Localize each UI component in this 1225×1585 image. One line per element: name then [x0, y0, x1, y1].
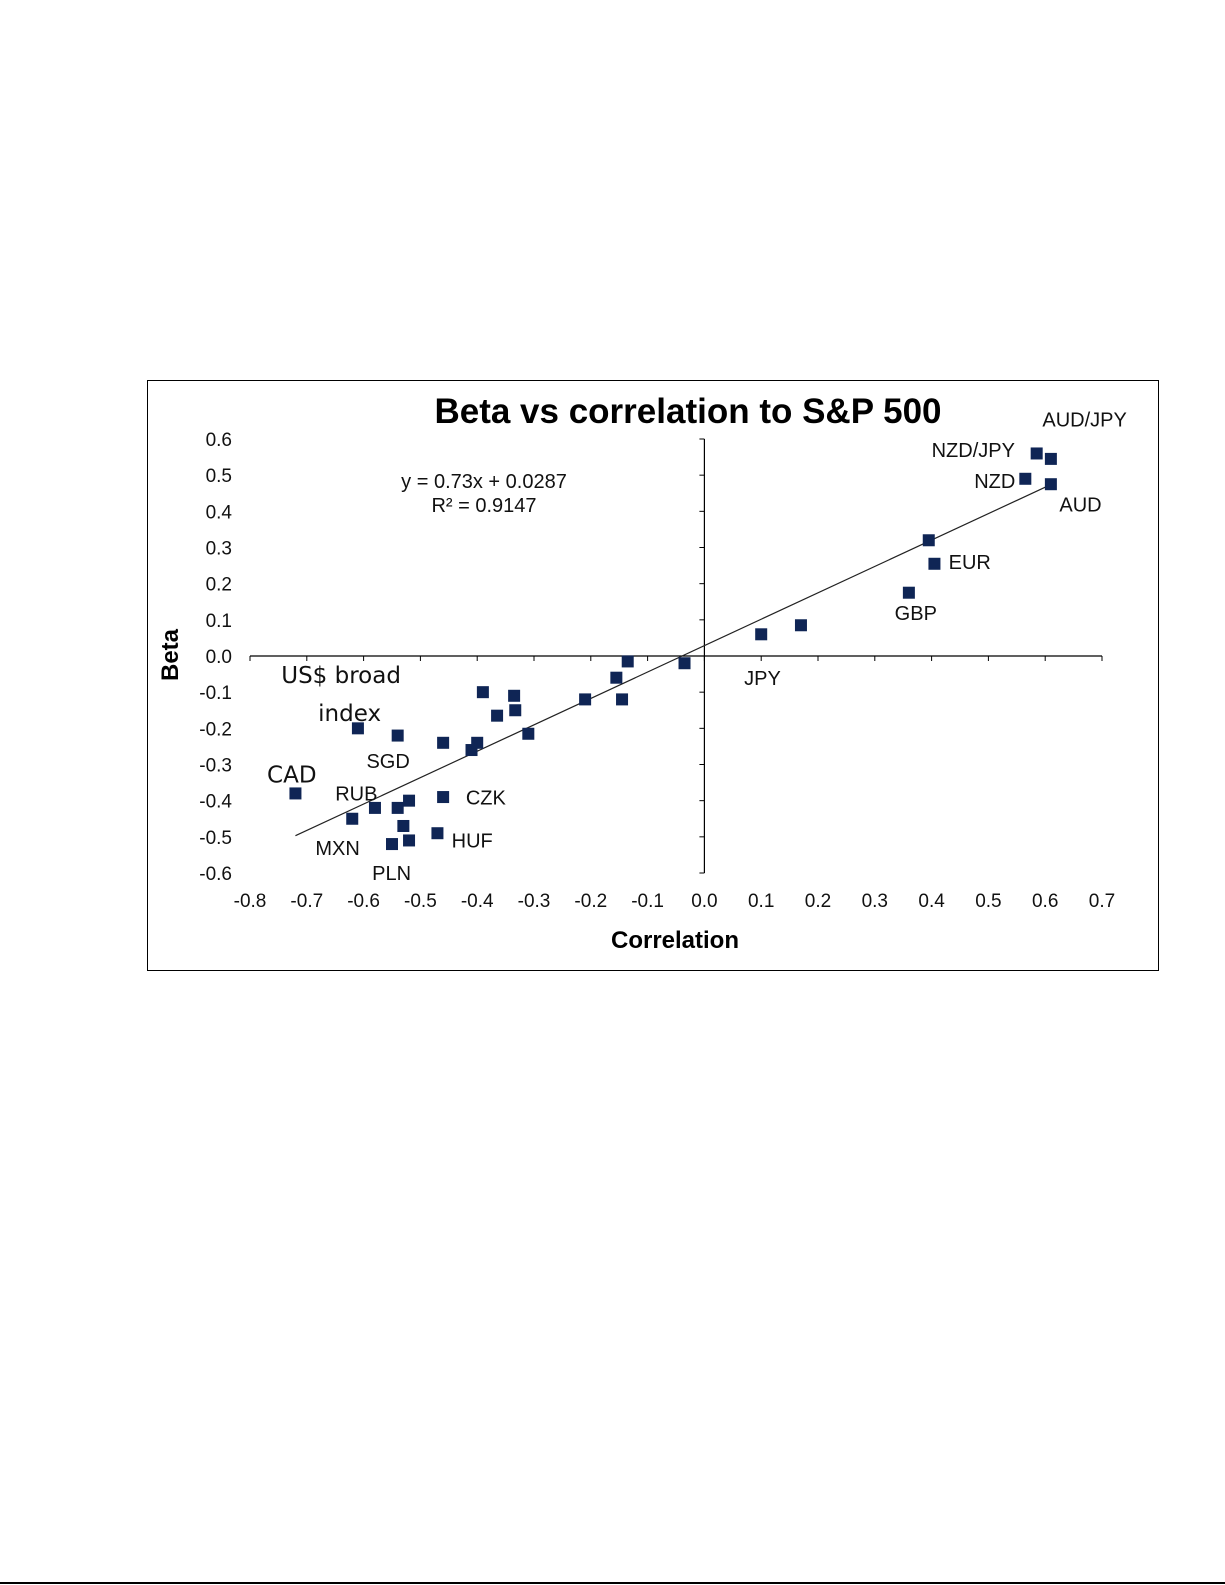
x-tick-label: -0.5	[404, 891, 437, 912]
point-label: EUR	[949, 552, 991, 574]
x-tick-label: -0.6	[347, 891, 380, 912]
data-point	[1044, 452, 1057, 465]
point-label: NZD/JPY	[932, 440, 1015, 462]
data-point	[346, 812, 359, 825]
y-tick-label: -0.4	[199, 792, 232, 813]
y-tick-label: 0.3	[206, 539, 232, 560]
point-label: JPY	[744, 668, 781, 690]
x-tick-label: -0.2	[574, 891, 607, 912]
point-label: CAD	[267, 763, 317, 789]
x-tick-label: 0.1	[748, 891, 774, 912]
trendline-equation: y = 0.73x + 0.0287	[401, 471, 567, 493]
point-label: AUD	[1059, 494, 1101, 516]
point-labels: AUD/JPY NZD/JPY NZD AUD EUR GBP JPY US$ broad in…	[267, 409, 1127, 885]
data-point	[437, 791, 450, 804]
data-point	[491, 709, 504, 722]
data-point	[509, 704, 522, 717]
x-tick-label: -0.4	[461, 891, 494, 912]
data-point	[794, 619, 807, 632]
data-point	[522, 727, 535, 740]
point-label: US$ broad	[281, 663, 401, 689]
y-tick-label: -0.2	[199, 719, 232, 740]
y-tick-label: 0.2	[206, 575, 232, 596]
y-tick-label: 0.0	[206, 647, 232, 668]
data-point	[403, 794, 416, 807]
point-label: SGD	[366, 751, 409, 773]
data-point	[1030, 447, 1043, 460]
x-tick-label: -0.3	[518, 891, 551, 912]
trendline-line	[295, 484, 1052, 837]
y-tick-label: 0.4	[206, 502, 233, 523]
point-label: CZK	[466, 787, 507, 809]
data-point	[351, 722, 364, 735]
y-tick-label: 0.5	[206, 466, 232, 487]
page-bottom-rule	[0, 1582, 1225, 1584]
x-tick-label: -0.7	[290, 891, 323, 912]
point-label: GBP	[895, 603, 937, 625]
chart-frame: Beta vs correlation to S&P 500 y = 0.73x…	[147, 380, 1159, 971]
data-point	[437, 736, 450, 749]
y-tick-label: 0.1	[206, 611, 232, 632]
data-point	[902, 586, 915, 599]
x-axis-title: Correlation	[611, 927, 739, 954]
data-point	[471, 736, 484, 749]
data-point	[755, 628, 768, 641]
data-point	[289, 787, 302, 800]
point-label: AUD/JPY	[1042, 409, 1126, 431]
x-tick-label: 0.6	[1032, 891, 1058, 912]
y-tick-label: -0.6	[199, 864, 232, 885]
axes: -0.8 -0.7 -0.6 -0.5 -0.4 -0.3 -0.2 -0.1 0.0 0.1 0.…	[199, 430, 1115, 912]
point-label: PLN	[372, 863, 411, 885]
trendline	[295, 484, 1052, 837]
point-label: RUB	[335, 784, 377, 806]
y-axis-title: Beta	[157, 628, 184, 681]
trendline-r-squared: R² = 0.9147	[431, 495, 536, 517]
point-label: NZD	[974, 471, 1015, 493]
point-label: HUF	[452, 831, 493, 853]
scatter-chart: Beta vs correlation to S&P 500 y = 0.73x…	[157, 392, 1127, 954]
data-point	[386, 838, 398, 851]
x-tick-label: 0.7	[1089, 891, 1115, 912]
x-tick-label: 0.4	[918, 891, 945, 912]
data-point	[621, 655, 634, 668]
data-point	[610, 671, 623, 684]
data-point	[508, 689, 521, 702]
data-point	[391, 729, 404, 742]
data-point	[403, 834, 416, 847]
x-tick-label: 0.3	[862, 891, 888, 912]
x-tick-label: -0.1	[631, 891, 664, 912]
data-points	[289, 447, 1057, 851]
data-point	[431, 827, 444, 840]
data-point	[397, 819, 410, 832]
data-point	[616, 693, 629, 706]
x-tick-label: 0.5	[975, 891, 1001, 912]
chart-title: Beta vs correlation to S&P 500	[434, 392, 941, 431]
y-tick-label: -0.1	[199, 683, 232, 704]
y-tick-label: -0.5	[199, 828, 232, 849]
data-point	[579, 693, 592, 706]
y-tick-label: -0.3	[199, 756, 232, 777]
y-tick-label: 0.6	[206, 430, 232, 451]
data-point	[391, 801, 404, 814]
data-point	[476, 686, 489, 699]
x-tick-label: 0.2	[805, 891, 831, 912]
data-point	[1044, 478, 1057, 491]
data-point	[928, 557, 941, 570]
data-point	[1019, 472, 1032, 485]
data-point	[678, 657, 691, 670]
x-tick-label: -0.8	[234, 891, 267, 912]
x-tick-label: 0.0	[691, 891, 717, 912]
data-point	[368, 801, 381, 814]
point-label: index	[318, 701, 381, 727]
data-point	[922, 534, 935, 547]
point-label: MXN	[315, 838, 359, 860]
